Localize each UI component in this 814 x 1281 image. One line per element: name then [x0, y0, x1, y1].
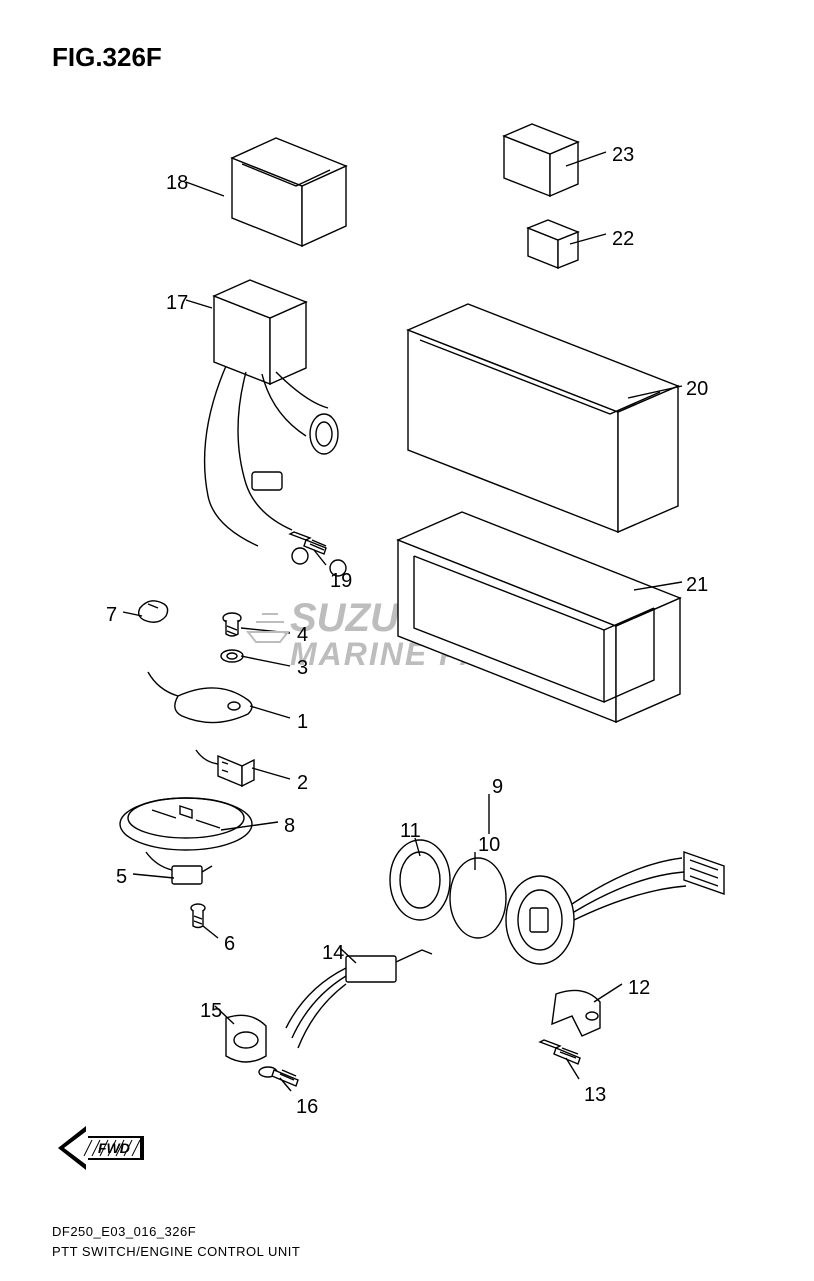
callout-12: 12 — [628, 977, 650, 1000]
part-6-screw — [191, 904, 205, 928]
callout-19: 19 — [330, 570, 352, 593]
part-18-cover — [232, 138, 346, 246]
callout-13: 13 — [584, 1084, 606, 1107]
part-12-bracket — [552, 990, 600, 1036]
footer-code: DF250_E03_016_326F — [52, 1224, 196, 1239]
part-14-switch — [286, 950, 432, 1048]
lead-17 — [186, 300, 212, 308]
callout-21: 21 — [686, 574, 708, 597]
lead-18 — [186, 182, 224, 196]
callout-7: 7 — [106, 604, 117, 627]
lead-6 — [203, 926, 218, 938]
lead-2 — [252, 768, 290, 779]
part-23-relay — [504, 124, 578, 196]
callout-22: 22 — [612, 228, 634, 251]
callout-20: 20 — [686, 378, 708, 401]
lead-5 — [133, 874, 174, 878]
callout-9: 9 — [492, 776, 503, 799]
part-17-relay-wires — [205, 280, 346, 576]
part-2-plug — [196, 750, 254, 786]
callout-18: 18 — [166, 172, 188, 195]
fwd-label: FWD — [98, 1140, 130, 1156]
watermark-icon — [248, 614, 288, 642]
part-4-screw — [223, 613, 241, 636]
callout-10: 10 — [478, 834, 500, 857]
part-5-microswitch — [146, 852, 212, 884]
part-16-screw — [259, 1067, 298, 1086]
footer-desc: PTT SWITCH/ENGINE CONTROL UNIT — [52, 1244, 300, 1259]
callout-15: 15 — [200, 1000, 222, 1023]
part-9-switch-body — [506, 852, 724, 964]
callout-6: 6 — [224, 933, 235, 956]
part-20-ecu — [408, 304, 678, 532]
part-21-ecu-holder — [398, 512, 680, 722]
callout-23: 23 — [612, 144, 634, 167]
callout-11: 11 — [400, 820, 421, 843]
callout-1: 1 — [297, 711, 308, 734]
part-8-switch-panel — [120, 798, 252, 850]
lead-1 — [250, 706, 290, 718]
callout-17: 17 — [166, 292, 188, 315]
part-10-oring — [450, 858, 506, 938]
callout-4: 4 — [297, 624, 308, 647]
callout-8: 8 — [284, 815, 295, 838]
callout-14: 14 — [322, 942, 344, 965]
part-11-ring-outer — [390, 840, 450, 920]
callout-16: 16 — [296, 1096, 318, 1119]
callout-3: 3 — [297, 657, 308, 680]
diagram-svg — [0, 0, 814, 1281]
part-1-bracket — [148, 672, 252, 723]
lead-12 — [594, 984, 622, 1002]
part-13-bolt — [540, 1040, 580, 1064]
part-3-washer — [221, 650, 243, 662]
lead-3 — [241, 656, 290, 666]
callout-2: 2 — [297, 772, 308, 795]
part-7-clip — [139, 601, 168, 622]
callout-5: 5 — [116, 866, 127, 889]
